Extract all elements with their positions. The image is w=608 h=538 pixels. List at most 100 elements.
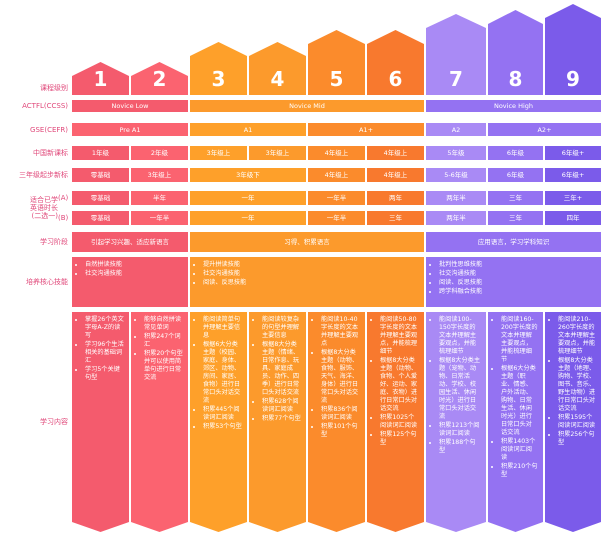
level-header-8: 8 xyxy=(488,10,543,95)
level-header-1: 1 xyxy=(72,62,129,95)
three-year-2: 3年级上 xyxy=(131,168,188,182)
goal-stage-2: 习得、积累语言 xyxy=(190,232,424,252)
row-label-goal: 学习阶段 xyxy=(40,238,68,246)
content-item: 根据8大分类主题（地理、购物、学校、图书、音乐、野生动物）进行日常口头对话交流 xyxy=(558,357,596,413)
content-item: 学习5个关键句型 xyxy=(85,366,124,382)
skills-group-3: 批判性思维技能社交沟通技能阅读、反思技能跨学科融合技能 xyxy=(426,257,601,307)
content-item: 根据8大分类主题（宠物、动物、日常活动、学校、校园生活、休闲时光）进行日常口头对… xyxy=(439,357,481,421)
content-item: 积累1213个阅读词汇阅读 xyxy=(439,422,481,438)
adapt-a-3: 一年 xyxy=(190,191,306,205)
gse-pre-a1: Pre A1 xyxy=(72,123,188,136)
content-item: 积累628个阅读词汇阅读 xyxy=(262,398,301,414)
three-year-5: 4年级上 xyxy=(367,168,424,182)
adapt-b-2: 一年半 xyxy=(131,211,188,225)
content-item: 积累445个阅读词汇阅读 xyxy=(203,406,242,422)
china-grade-2: 2年级 xyxy=(131,146,188,160)
content-level-7: 能阅读100-150字长度的文本并理解主要观点，并能梳理细节根据8大分类主题（宠… xyxy=(426,312,486,532)
level-header-2: 2 xyxy=(131,62,188,95)
content-item: 积累256个句型 xyxy=(558,431,596,447)
skill-item: 提升拼读技能 xyxy=(203,261,419,269)
content-item: 根据8大分类主题（情绪、日常作息、玩具、家庭成员、动作、四季）进行日常口头对话交… xyxy=(262,341,301,397)
content-item: 能够自然拼读常见单词 xyxy=(144,316,183,332)
level-header-9: 9 xyxy=(545,4,601,95)
row-label-actfl: ACTFL(CCSS) xyxy=(22,102,68,110)
three-year-7: 6年级 xyxy=(488,168,543,182)
actfl-novice-high: Novice High xyxy=(426,100,601,112)
skill-item: 阅读、反思技能 xyxy=(439,279,596,287)
skill-item: 跨学科融合技能 xyxy=(439,288,596,296)
actfl-novice-low: Novice Low xyxy=(72,100,188,112)
skills-group-2: 提升拼读技能社交沟通技能阅读、反思技能 xyxy=(190,257,424,307)
row-label-gse: GSE(CEFR) xyxy=(30,125,68,134)
content-level-3: 能阅读简单句并理解主要信息根据6大分类主题（校园、家庭、身体、郊区、动物、房间、… xyxy=(190,312,247,532)
content-item: 积累247个词汇 xyxy=(144,333,183,349)
gse-a1: A1 xyxy=(190,123,306,136)
adapt-a-6: 两年半 xyxy=(426,191,486,205)
goal-stage-1: 引起学习兴趣、适应新语言 xyxy=(72,232,188,252)
skill-item: 社交沟通技能 xyxy=(85,270,183,278)
skill-item: 批判性思维技能 xyxy=(439,261,596,269)
content-item: 积累188个句型 xyxy=(439,439,481,455)
china-grade-8: 6年级 xyxy=(488,146,543,160)
level-header-4: 4 xyxy=(249,42,306,95)
china-grade-6: 4年级上 xyxy=(367,146,424,160)
adapt-b-4: 一年半 xyxy=(308,211,365,225)
content-level-5: 能阅读10-40字长度的文本并理解主要观点根据8大分类主题（动物、食物、服饰、天… xyxy=(308,312,365,532)
content-level-6: 能阅读50-80字长度的文本并理解主要观点，并能梳理细节根据8大分类主题（动物、… xyxy=(367,312,424,532)
level-header-7: 7 xyxy=(426,14,486,95)
content-level-2: 能够自然拼读常见单词积累247个词汇积累20个句型并可以使用简单句进行日常交流 xyxy=(131,312,188,532)
row-label-adapt: 适合已学 英语时长 (二选一) xyxy=(30,196,58,220)
skill-item: 阅读、反思技能 xyxy=(203,279,419,287)
goal-stage-3: 应用语言，学习学科知识 xyxy=(426,232,601,252)
adapt-a-1: 零基础 xyxy=(72,191,129,205)
adapt-b-5: 三年 xyxy=(367,211,424,225)
adapt-b-6: 两年半 xyxy=(426,211,486,225)
actfl-novice-mid: Novice Mid xyxy=(190,100,424,112)
content-item: 能阅读50-80字长度的文本并理解主要观点，并能梳理细节 xyxy=(380,316,419,356)
skill-item: 社交沟通技能 xyxy=(439,270,596,278)
three-year-3: 3年级下 xyxy=(190,168,306,182)
content-level-9: 能阅读210-260字长度的文本并理解主要观点，并能梳理细节根据8大分类主题（地… xyxy=(545,312,601,532)
china-grade-1: 1年级 xyxy=(72,146,129,160)
content-level-8: 能阅读160-200字长度的文本并理解主要观点，并能梳理细节根据6大分类主题（职… xyxy=(488,312,543,532)
content-item: 积累210个句型 xyxy=(501,463,538,479)
level-header-5: 5 xyxy=(308,30,365,95)
three-year-8: 6年级+ xyxy=(545,168,601,182)
adapt-a-8: 三年+ xyxy=(545,191,601,205)
china-grade-7: 5年级 xyxy=(426,146,486,160)
three-year-1: 零基础 xyxy=(72,168,129,182)
content-item: 能阅读210-260字长度的文本并理解主要观点，并能梳理细节 xyxy=(558,316,596,356)
skill-item: 自然拼读技能 xyxy=(85,261,183,269)
content-item: 能阅读100-150字长度的文本并理解主要观点，并能梳理细节 xyxy=(439,316,481,356)
china-grade-9: 6年级+ xyxy=(545,146,601,160)
row-label-adapt-a: (A) xyxy=(58,194,69,202)
three-year-4: 4年级上 xyxy=(308,168,365,182)
content-item: 根据6大分类主题（职业、情感、户外活动、购物、日常生活、休闲时光）进行日常口头对… xyxy=(501,365,538,437)
row-label-adapt-b: (B) xyxy=(58,214,69,222)
skill-item: 社交沟通技能 xyxy=(203,270,419,278)
content-item: 积累1025个阅读词汇阅读 xyxy=(380,414,419,430)
adapt-b-3: 一年 xyxy=(190,211,306,225)
level-header-3: 3 xyxy=(190,42,247,95)
content-item: 积累1595个阅读词汇阅读 xyxy=(558,414,596,430)
content-level-1: 掌握26个英文字母A-Z的读写学习96个生活相关的基础词汇学习5个关键句型 xyxy=(72,312,129,532)
content-item: 能阅读较复杂的句型并理解主要信息 xyxy=(262,316,301,340)
content-item: 能阅读160-200字长度的文本并理解主要观点，并能梳理细节 xyxy=(501,316,538,364)
content-item: 积累77个句型 xyxy=(262,415,301,423)
content-level-4: 能阅读较复杂的句型并理解主要信息根据8大分类主题（情绪、日常作息、玩具、家庭成员… xyxy=(249,312,306,532)
content-item: 积累836个阅读词汇阅读 xyxy=(321,406,360,422)
gse-a1-plus: A1+ xyxy=(308,123,424,136)
content-item: 能阅读10-40字长度的文本并理解主要观点 xyxy=(321,316,360,348)
content-item: 积累20个句型并可以使用简单句进行日常交流 xyxy=(144,350,183,382)
row-label-content: 学习内容 xyxy=(40,418,68,426)
skills-group-1: 自然拼读技能社交沟通技能 xyxy=(72,257,188,307)
content-item: 根据6大分类主题（校园、家庭、身体、郊区、动物、房间、家居、食物）进行日常口头对… xyxy=(203,341,242,405)
row-label-china: 中国新课标 xyxy=(33,149,68,157)
china-grade-3: 3年级上 xyxy=(190,146,247,160)
adapt-b-1: 零基础 xyxy=(72,211,129,225)
content-item: 学习96个生活相关的基础词汇 xyxy=(85,341,124,365)
level-header-6: 6 xyxy=(367,30,424,95)
adapt-a-4: 一年半 xyxy=(308,191,365,205)
china-grade-5: 4年级上 xyxy=(308,146,365,160)
